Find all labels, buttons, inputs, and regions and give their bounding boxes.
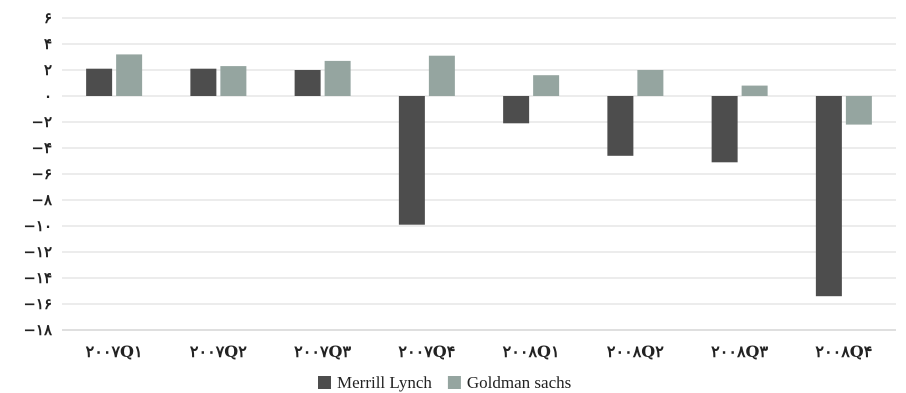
y-tick-label: −۱۴	[23, 269, 52, 287]
legend-swatch	[447, 376, 461, 389]
legend-swatch	[318, 376, 331, 389]
bars	[86, 54, 872, 297]
bar-merrill-lynch	[607, 96, 634, 156]
bar-merrill-lynch	[294, 70, 321, 96]
bar-goldman-sachs	[741, 85, 768, 96]
legend-label: Goldman sachs	[467, 373, 571, 392]
y-tick-label: −۲	[31, 113, 52, 131]
bar-goldman-sachs	[637, 70, 664, 96]
gridlines	[62, 17, 896, 331]
x-tick-label: ۲۰۰۷Q۴	[398, 342, 455, 361]
bar-goldman-sachs	[428, 55, 455, 96]
y-tick-label: −۴	[31, 139, 52, 157]
y-tick-label: −۱۸	[23, 321, 53, 339]
legend: Merrill Lynch Goldman sachs	[318, 373, 571, 392]
bar-merrill-lynch	[711, 96, 738, 163]
bar-merrill-lynch	[190, 68, 217, 96]
y-tick-label: ۴	[44, 35, 52, 53]
y-tick-label: ۲	[44, 61, 52, 79]
bar-goldman-sachs	[845, 96, 872, 125]
bar-goldman-sachs	[324, 60, 351, 96]
x-tick-label: ۲۰۰۷Q۳	[294, 342, 351, 361]
x-tick-label: ۲۰۰۸Q۴	[815, 342, 872, 361]
bar-merrill-lynch	[815, 96, 842, 297]
bar-merrill-lynch	[503, 96, 530, 124]
x-tick-label: ۲۰۰۷Q۱	[86, 342, 143, 361]
y-tick-label: −۱۶	[23, 295, 52, 313]
bar-merrill-lynch	[86, 68, 113, 96]
y-tick-label: ۶	[44, 9, 52, 27]
x-tick-label: ۲۰۰۷Q۲	[190, 342, 247, 361]
legend-label: Merrill Lynch	[337, 373, 432, 392]
y-axis-tick-labels: ۶ ۴ ۲ ۰ −۲ −۴ −۶ −۸ −۱۰ −۱۲ −۱۴ −۱۶ −۱۸	[23, 9, 53, 339]
bar-goldman-sachs	[116, 54, 143, 96]
bar-goldman-sachs	[220, 66, 247, 96]
y-tick-label: −۱۲	[23, 243, 52, 261]
x-tick-label: ۲۰۰۸Q۲	[607, 342, 664, 361]
x-axis-tick-labels: ۲۰۰۷Q۱ ۲۰۰۷Q۲ ۲۰۰۷Q۳ ۲۰۰۷Q۴ ۲۰۰۸Q۱ ۲۰۰۸Q۲ ۲۰۰۸…	[86, 342, 873, 361]
y-tick-label: ۰	[44, 87, 52, 105]
x-tick-label: ۲۰۰۸Q۳	[711, 342, 768, 361]
bar-merrill-lynch	[398, 96, 425, 225]
x-tick-label: ۲۰۰۸Q۱	[503, 342, 560, 361]
bar-goldman-sachs	[533, 75, 560, 96]
y-tick-label: −۸	[31, 191, 53, 209]
y-tick-label: −۱۰	[23, 217, 52, 235]
y-tick-label: −۶	[31, 165, 52, 183]
